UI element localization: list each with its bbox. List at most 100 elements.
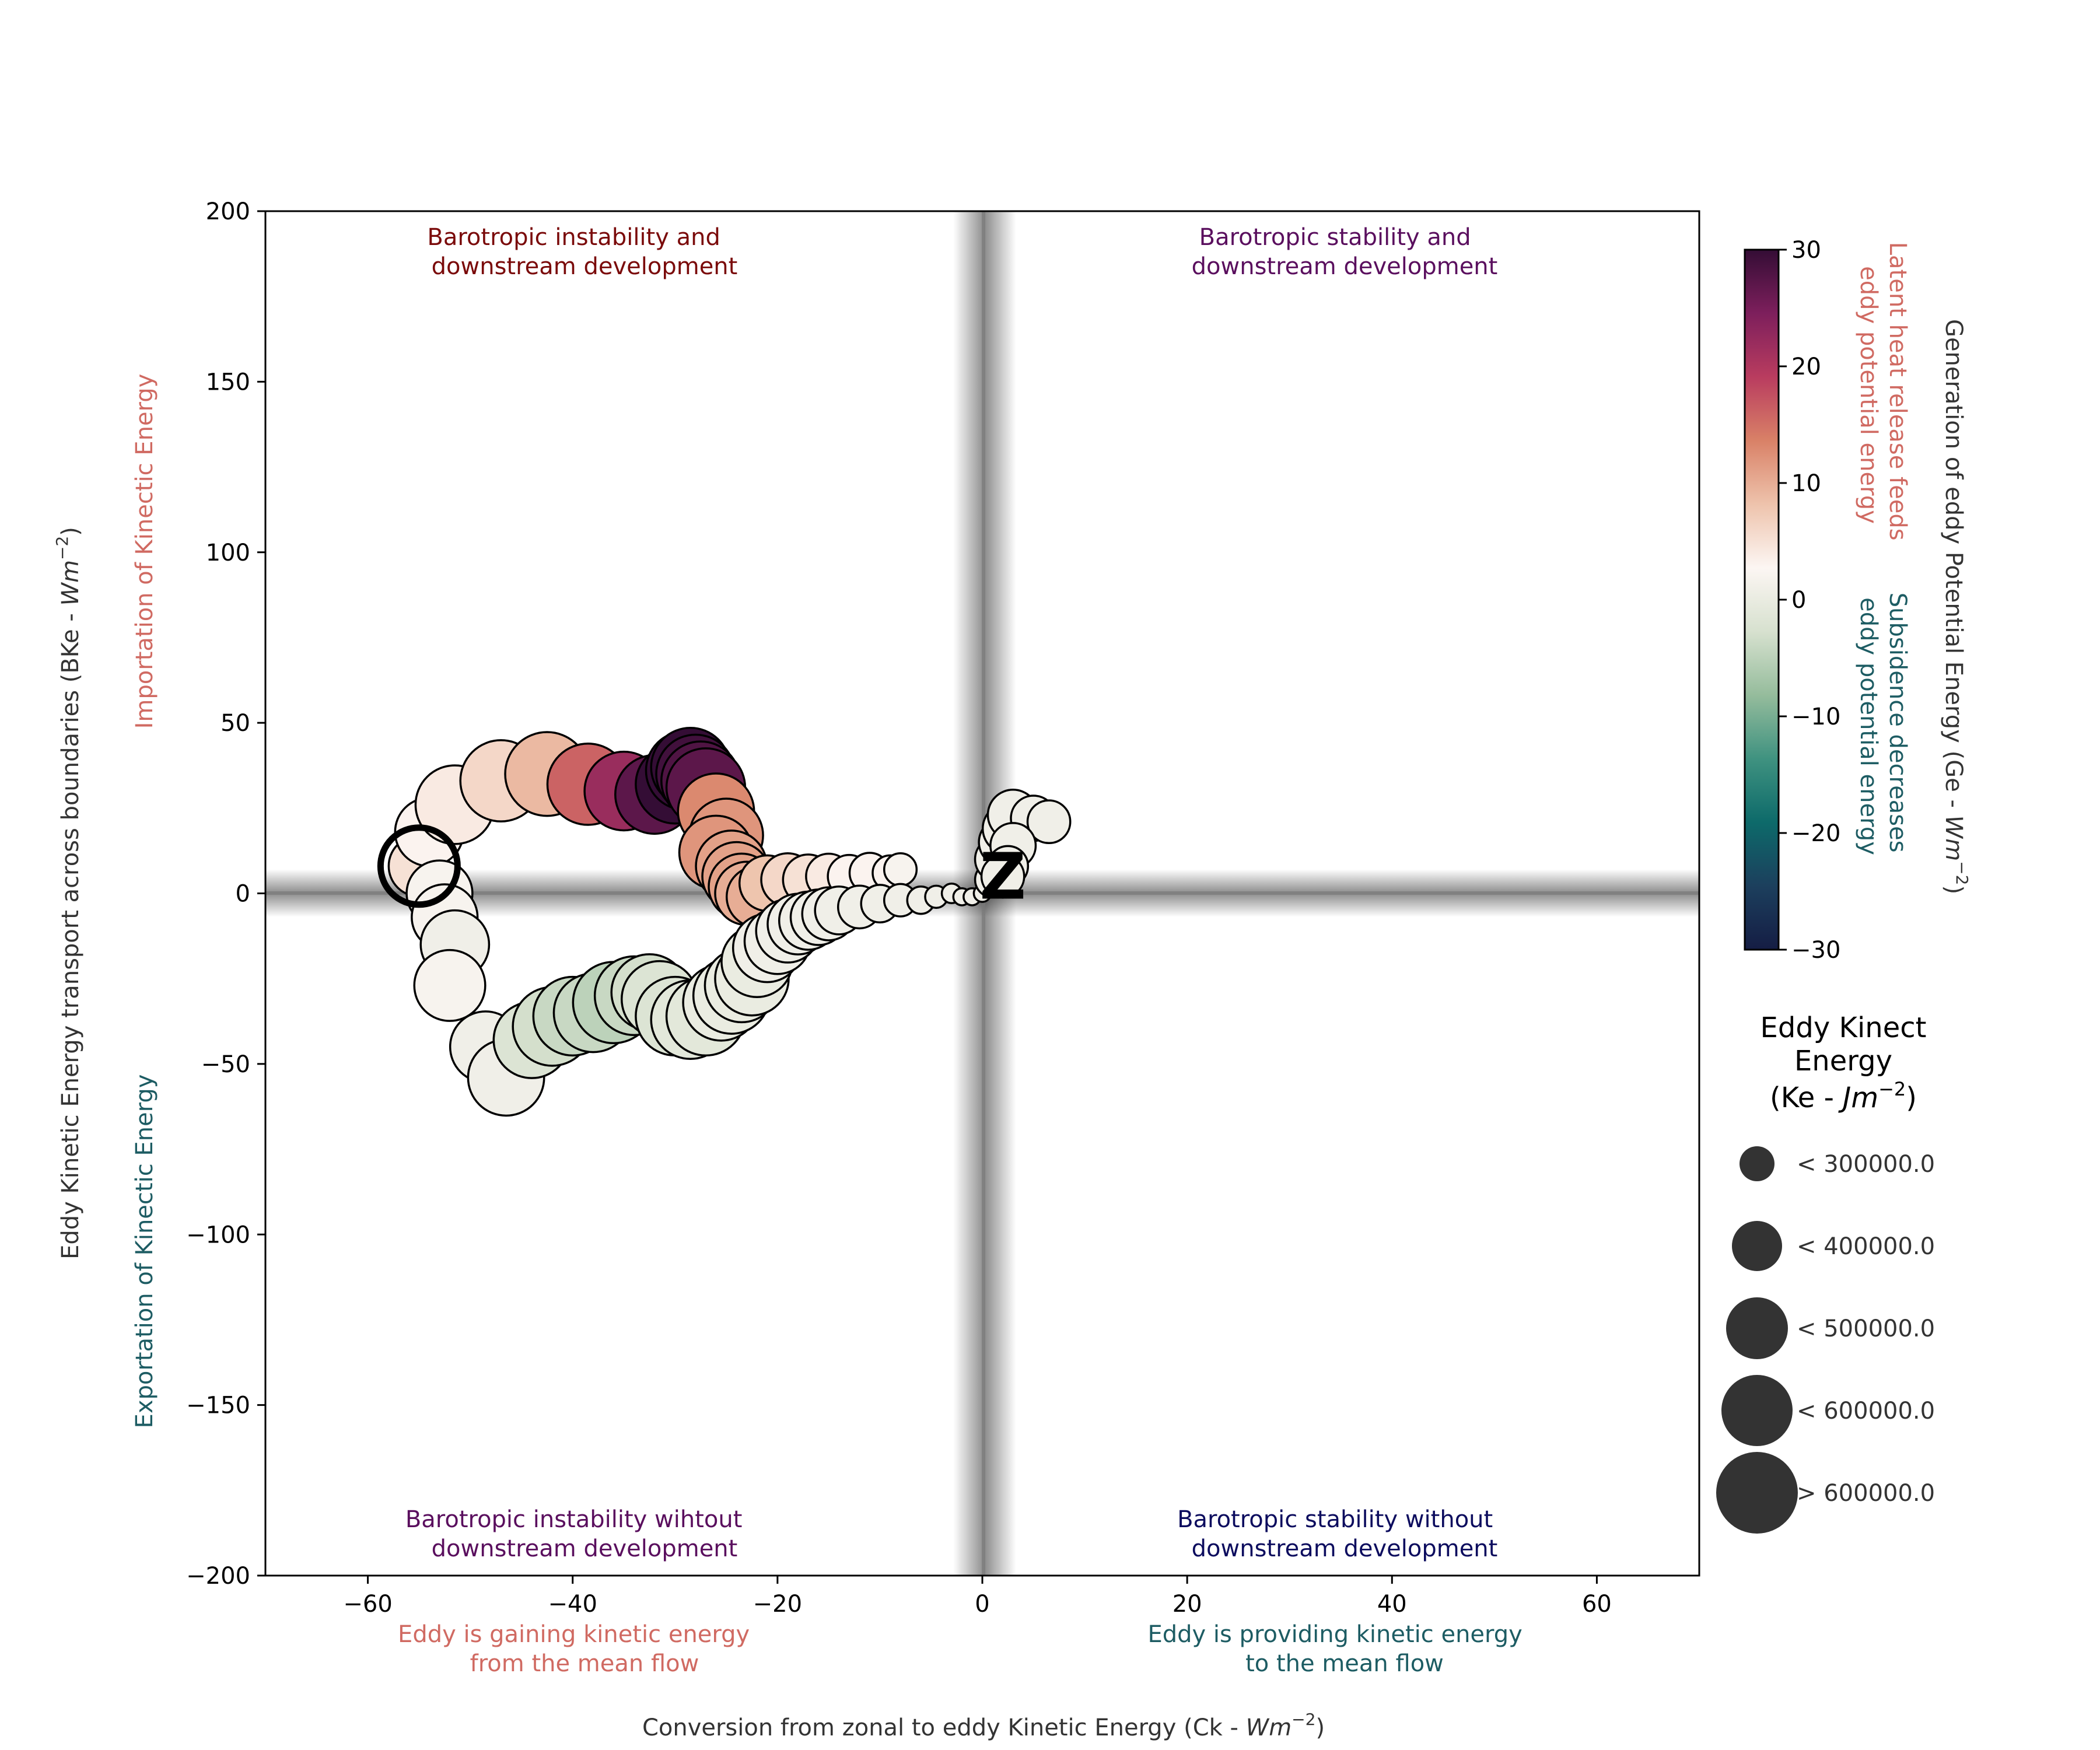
quadrant-labels: Barotropic instability and downstream de…: [405, 224, 1500, 1562]
colorbar-note-negative: Subsidence decreases eddy potential ener…: [1855, 593, 1911, 860]
quadrant-label-bottom-left: Barotropic instability wihtout downstrea…: [405, 1506, 750, 1562]
x-axis-label-exp: −2: [1292, 1710, 1315, 1729]
y-axis-label-prefix: Eddy Kinetic Energy transport across bou…: [57, 606, 84, 1259]
scatter-point: [883, 852, 918, 887]
x-tick-label: 0: [975, 1591, 989, 1618]
size-legend-marker: [1726, 1297, 1788, 1359]
colorbar-tick-label: 30: [1791, 237, 1821, 264]
quadrant-bottom-right-line2: downstream development: [1192, 1535, 1498, 1562]
colorbar-ticks: 30 20 10 0 −10 −20 −30: [1779, 237, 1840, 964]
y-axis-label-exp: −2: [52, 536, 72, 560]
colorbar-label-suffix: ): [1940, 885, 1967, 894]
y-axis-label-unit: Wm: [57, 560, 84, 606]
y-tick-label: 150: [206, 369, 250, 396]
colorbar-label: Generation of eddy Potential Energy (Ge …: [1940, 319, 1972, 894]
y-tick-label: −200: [186, 1563, 250, 1590]
quadrant-bottom-left-line1: Barotropic instability wihtout: [405, 1506, 743, 1533]
x-axis-label: Conversion from zonal to eddy Kinetic En…: [642, 1710, 1325, 1741]
colorbar-label-exp: −2: [1952, 861, 1972, 885]
quadrant-label-top-right: Barotropic stability and downstream deve…: [1192, 224, 1498, 280]
y-axis-label-suffix: ): [57, 527, 84, 536]
quadrant-label-bottom-right: Barotropic stability without downstream …: [1177, 1506, 1500, 1562]
colorbar-tick-label: 10: [1791, 470, 1821, 497]
colorbar-note-negative-line2: eddy potential energy: [1855, 597, 1882, 855]
size-legend-marker: [1740, 1146, 1774, 1181]
x-tick-label: −60: [343, 1591, 392, 1618]
scatter-point: [1026, 799, 1072, 845]
size-legend-title-line2: Energy: [1794, 1045, 1892, 1077]
quadrant-top-left-line2: downstream development: [432, 253, 738, 280]
y-axis-ticks: −200 −150 −100 −50 0 50 100 150 200: [186, 198, 265, 1590]
colorbar-tick-label: −20: [1791, 820, 1840, 847]
size-legend-title-prefix: (Ke -: [1770, 1082, 1843, 1114]
colorbar-note-positive: Latent heat release feeds eddy potential…: [1855, 242, 1911, 548]
x-tick-label: 40: [1377, 1591, 1407, 1618]
colorbar: 30 20 10 0 −10 −20 −30 Latent heat release fee…: [1744, 237, 1972, 964]
y-annotation-bottom: Exportation of Kinectic Energy: [131, 1074, 158, 1429]
quadrant-top-left-line1: Barotropic instability and: [427, 224, 720, 251]
y-tick-label: 200: [206, 198, 250, 225]
y-tick-label: −150: [186, 1392, 250, 1419]
y-tick-label: 0: [236, 881, 250, 908]
quadrant-label-top-left: Barotropic instability and downstream de…: [427, 224, 737, 280]
x-axis-label-suffix: ): [1315, 1714, 1325, 1741]
size-legend-title-exp: −2: [1878, 1078, 1906, 1100]
trajectory-markers: Z: [377, 824, 1026, 914]
size-legend-marker: [1732, 1221, 1782, 1271]
size-legend-label: > 600000.0: [1797, 1480, 1935, 1507]
x-annotation-right-line1: Eddy is providing kinetic energy: [1147, 1621, 1522, 1648]
size-legend-marker: [1721, 1375, 1793, 1446]
scatter-point: [980, 853, 1026, 899]
size-legend-label: < 300000.0: [1797, 1151, 1935, 1178]
quadrant-top-right-line2: downstream development: [1192, 253, 1498, 280]
size-legend: Eddy Kinect Energy (Ke - Jm−2) < 300000.…: [1716, 1012, 1935, 1534]
x-annotation-right: Eddy is providing kinetic energy to the …: [1147, 1621, 1530, 1677]
x-tick-label: −40: [548, 1591, 597, 1618]
colorbar-label-unit: Wm: [1940, 816, 1967, 862]
colorbar-note-positive-line1: Latent heat release feeds: [1884, 242, 1911, 541]
x-axis-label-unit: Wm: [1246, 1714, 1292, 1741]
size-legend-label: < 600000.0: [1797, 1398, 1935, 1424]
quadrant-bottom-right-line1: Barotropic stability without: [1177, 1506, 1493, 1533]
colorbar-gradient: [1744, 249, 1780, 951]
plot-area: Z −60 −40 −20 0 20 40 60 −200−150−100−50050100…: [186, 198, 1700, 1618]
x-annotation-right-line2: to the mean flow: [1245, 1650, 1444, 1677]
x-annotation-left-line2: from the mean flow: [470, 1650, 699, 1677]
quadrant-top-right-line1: Barotropic stability and: [1199, 224, 1471, 251]
y-tick-label: 100: [206, 540, 250, 566]
x-annotation-left: Eddy is gaining kinetic energy from the …: [398, 1621, 757, 1677]
colorbar-tick-label: −30: [1791, 937, 1840, 964]
colorbar-tick-label: 20: [1791, 354, 1821, 380]
size-legend-marker: [1716, 1452, 1798, 1534]
end-marker: Z: [979, 839, 1026, 914]
size-legend-title-unit: Jm: [1838, 1082, 1878, 1114]
x-axis-ticks: −60 −40 −20 0 20 40 60: [343, 1576, 1612, 1618]
size-legend-title-line3: (Ke - Jm−2): [1770, 1078, 1917, 1114]
size-legend-label: < 400000.0: [1797, 1233, 1935, 1260]
x-tick-label: 60: [1582, 1591, 1612, 1618]
x-axis-label-prefix: Conversion from zonal to eddy Kinetic En…: [642, 1714, 1246, 1741]
x-tick-label: −20: [753, 1591, 802, 1618]
colorbar-tick-label: −10: [1791, 704, 1840, 730]
scatter-point: [413, 949, 487, 1022]
x-annotation-left-line1: Eddy is gaining kinetic energy: [398, 1621, 750, 1648]
y-tick-label: −50: [201, 1051, 250, 1078]
size-legend-entries: < 300000.0 < 400000.0 < 500000.0 < 600000.0…: [1716, 1146, 1935, 1534]
quadrant-bottom-left-line2: downstream development: [432, 1535, 738, 1562]
size-legend-title-suffix: ): [1906, 1082, 1917, 1114]
size-legend-title-line1: Eddy Kinect: [1760, 1012, 1927, 1044]
colorbar-tick-label: 0: [1791, 587, 1806, 614]
y-tick-label: −100: [186, 1222, 250, 1248]
y-annotation-top: Importation of Kinectic Energy: [131, 374, 158, 729]
colorbar-label-prefix: Generation of eddy Potential Energy (Ge …: [1940, 319, 1967, 816]
size-legend-label: < 500000.0: [1797, 1315, 1935, 1342]
colorbar-note-positive-line2: eddy potential energy: [1855, 266, 1882, 524]
colorbar-note-negative-line1: Subsidence decreases: [1884, 593, 1911, 853]
scatter-points: [387, 726, 1072, 1117]
start-marker: [377, 824, 461, 908]
x-annotations: Eddy is gaining kinetic energy from the …: [398, 1621, 1530, 1677]
x-tick-label: 20: [1172, 1591, 1202, 1618]
y-tick-label: 50: [220, 710, 250, 737]
y-axis-label: Eddy Kinetic Energy transport across bou…: [52, 527, 84, 1259]
